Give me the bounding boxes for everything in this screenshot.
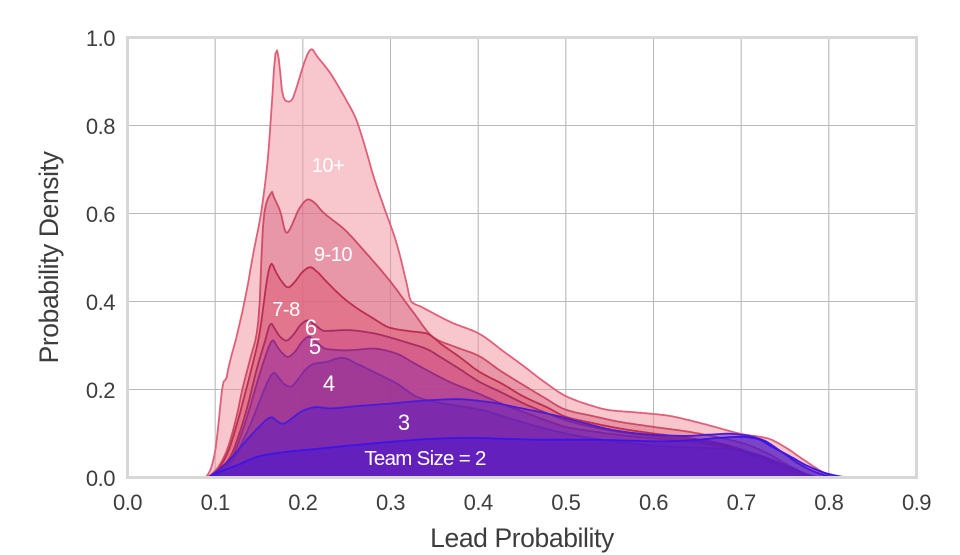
svg-text:0.4: 0.4 — [86, 290, 115, 315]
svg-text:0.6: 0.6 — [639, 490, 668, 515]
svg-text:0.5: 0.5 — [551, 490, 580, 515]
svg-text:0.2: 0.2 — [288, 490, 317, 515]
svg-text:0.8: 0.8 — [814, 490, 843, 515]
svg-text:Team Size = 2: Team Size = 2 — [364, 447, 486, 470]
svg-text:0.3: 0.3 — [376, 490, 405, 515]
svg-text:6: 6 — [305, 315, 317, 340]
svg-text:4: 4 — [323, 371, 335, 396]
svg-text:0.7: 0.7 — [727, 490, 756, 515]
svg-text:0.2: 0.2 — [86, 378, 115, 403]
svg-text:Probability Density: Probability Density — [34, 150, 64, 363]
svg-text:9-10: 9-10 — [314, 244, 352, 266]
svg-text:0.6: 0.6 — [86, 202, 115, 227]
svg-text:7-8: 7-8 — [272, 299, 300, 321]
svg-text:5: 5 — [309, 334, 321, 359]
svg-text:0.8: 0.8 — [86, 114, 115, 139]
svg-text:Lead Probability: Lead Probability — [430, 523, 615, 553]
svg-text:1.0: 1.0 — [86, 26, 115, 51]
svg-text:10+: 10+ — [312, 155, 344, 177]
svg-text:0.9: 0.9 — [902, 490, 931, 515]
svg-text:0.4: 0.4 — [464, 490, 493, 515]
svg-text:0.1: 0.1 — [201, 490, 230, 515]
svg-text:0.0: 0.0 — [86, 466, 115, 491]
svg-text:3: 3 — [398, 410, 410, 435]
svg-text:0.0: 0.0 — [113, 490, 142, 515]
